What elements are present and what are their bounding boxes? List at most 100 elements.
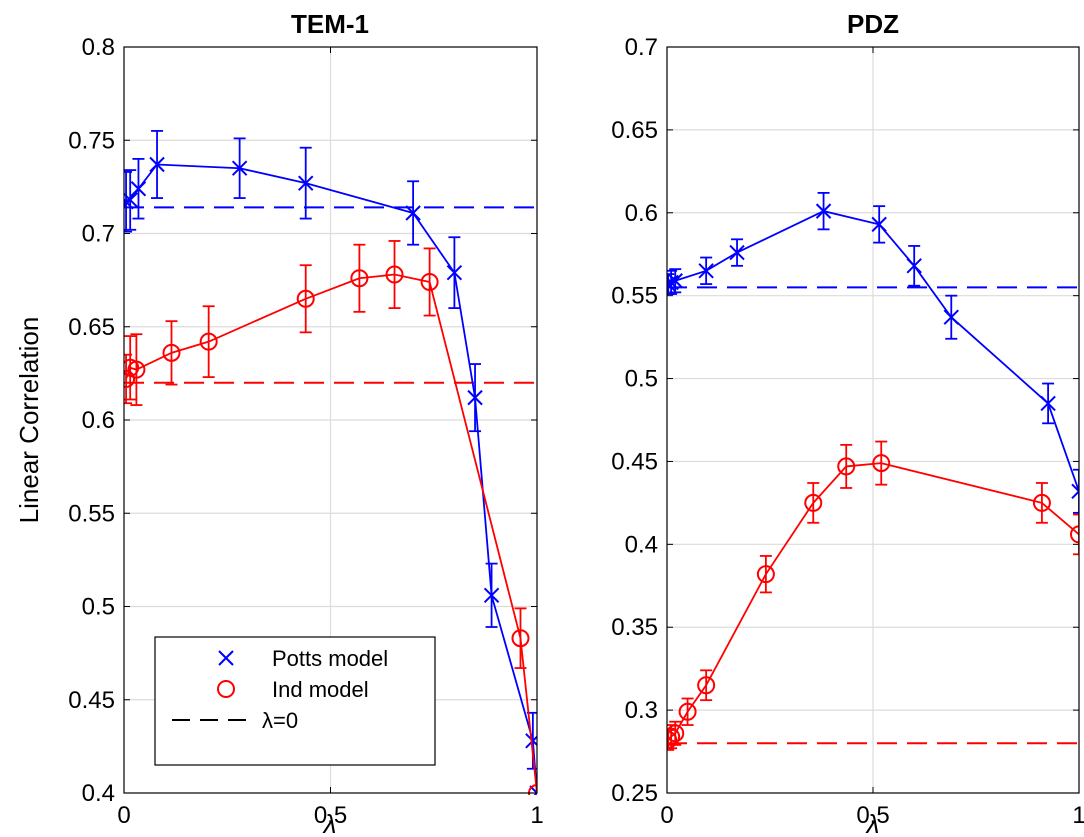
tem1-potts-point [467, 389, 483, 406]
pdz-potts-point [667, 273, 683, 289]
pdz-grid [667, 47, 1079, 793]
tem1-ind-errorbar [514, 607, 527, 669]
pdz-potts-point-stroke [906, 258, 922, 274]
tem1-potts-point-stroke [130, 181, 147, 197]
tem1-potts-point [529, 785, 537, 795]
pdz-potts-point [698, 263, 714, 279]
tem1-ind-errorbar [124, 335, 137, 401]
pdz-y-tick-label: 0.35 [611, 614, 658, 641]
legend-potts-marker [218, 650, 234, 666]
tem1-ind-point [511, 629, 530, 648]
pdz-y-tick-label: 0.3 [625, 697, 658, 724]
tem1-ind-errorbar [165, 320, 178, 386]
tem1-ind-point [124, 369, 136, 388]
pdz-y-tick-label: 0.65 [611, 117, 658, 144]
tem1-ind-point [162, 343, 181, 362]
tem1-ind-point [385, 265, 404, 284]
pdz-ind-point [1032, 493, 1051, 512]
tem1-axes-frame [123, 46, 538, 794]
tem1-ind-point [296, 289, 315, 308]
tem1-y-axis-label: Linear Correlation [14, 317, 44, 524]
tem1-potts-point [130, 181, 147, 197]
pdz-ind-point [678, 702, 697, 721]
pdz-potts-point [729, 244, 745, 261]
tem1-plot-area [124, 130, 537, 795]
tem1-ind-errorbar [202, 305, 215, 379]
tem1-y-tick-label: 0.4 [82, 780, 115, 807]
tem1-ind-point [127, 360, 146, 379]
tem1-potts-point [446, 264, 463, 281]
tem1-ind-point [199, 332, 218, 351]
pdz-x-tick-label: 1 [1072, 802, 1084, 829]
tem1-potts-point-stroke [405, 205, 421, 221]
pdz-ind-point [804, 493, 823, 512]
pdz-potts-point-stroke [729, 244, 745, 261]
tem1-potts-point-stroke [467, 389, 483, 406]
pdz-potts-point [871, 216, 887, 233]
pdz-potts-point-stroke [1071, 489, 1079, 499]
pdz-ind-point [756, 565, 775, 584]
tem1-potts-point [525, 733, 537, 749]
tem1-potts-point [124, 192, 138, 208]
pdz-potts-point [906, 258, 922, 274]
tem1-panel: TEM-1 Linear Correlation λ 0 0.5 1 0.4 0.45 0… [14, 9, 544, 837]
pdz-ind-point [872, 454, 891, 473]
pdz-ind-point [697, 676, 716, 695]
pdz-panel: PDZ λ 0 0.5 1 0.25 0.3 0.35 0.4 0.45 0.5 0.55 0.6 0… [611, 9, 1084, 837]
pdz-y-tick-label: 0.7 [625, 34, 658, 61]
pdz-potts-point [815, 203, 832, 219]
tem1-x-tick-label: 1 [530, 802, 543, 829]
pdz-ind-point [837, 457, 856, 476]
legend-ind-label: Ind model [272, 677, 369, 702]
tem1-x-axis-label: λ [322, 809, 337, 837]
pdz-ind-errorbar [700, 669, 713, 702]
tem1-y-tick-label: 0.45 [68, 687, 115, 714]
tem1-potts-point [231, 160, 248, 176]
pdz-potts-point-stroke [871, 216, 887, 233]
tem1-y-tick-label: 0.65 [68, 314, 115, 341]
pdz-ind-errorbar [681, 697, 694, 726]
pdz-y-tick-label: 0.25 [611, 780, 658, 807]
pdz-potts-point-stroke [1040, 395, 1056, 412]
tem1-x-tick-label: 0 [117, 802, 130, 829]
pdz-potts-point-stroke [667, 273, 683, 289]
tem1-y-tick-label: 0.5 [82, 594, 115, 621]
tem1-ind-errorbar [130, 333, 143, 406]
pdz-y-tick-label: 0.55 [611, 283, 658, 310]
tem1-y-tick-label: 0.6 [82, 407, 115, 434]
tem1-title: TEM-1 [291, 9, 369, 39]
pdz-potts-point [943, 309, 959, 325]
legend-ind-marker [217, 680, 235, 698]
pdz-potts-point [1071, 483, 1079, 499]
legend: Potts model Ind model λ=0 [154, 636, 436, 766]
pdz-ind-errorbar [1073, 513, 1079, 556]
pdz-ind-errorbar [1035, 482, 1048, 524]
tem1-potts-point-stroke [483, 587, 500, 604]
pdz-y-tick-label: 0.5 [625, 366, 658, 393]
pdz-plot-area [667, 191, 1079, 751]
legend-box [154, 636, 436, 766]
pdz-potts-point-stroke [815, 203, 832, 219]
pdz-potts-point [1040, 395, 1056, 412]
tem1-potts-point-stroke [231, 160, 248, 176]
tem1-ind-errorbar [388, 240, 401, 310]
pdz-x-axis-label: λ [865, 809, 880, 837]
tem1-y-tick-label: 0.75 [68, 127, 115, 154]
legend-baseline-label: λ=0 [262, 708, 298, 733]
pdz-ind-point [1070, 525, 1079, 544]
pdz-ind-series-line [667, 462, 1079, 741]
tem1-potts-point-stroke [124, 192, 138, 208]
pdz-x-tick-label: 0.5 [856, 802, 889, 829]
tem1-x-tick-label: 0.5 [314, 802, 347, 829]
tem1-potts-point-stroke [529, 785, 537, 795]
tem1-y-tick-label: 0.55 [68, 500, 115, 527]
tem1-ind-errorbar [423, 247, 436, 317]
tem1-potts-point [298, 175, 314, 191]
tem1-y-tick-label: 0.8 [82, 34, 115, 61]
pdz-axes-frame [666, 46, 1080, 794]
tem1-potts-point-stroke [149, 156, 165, 173]
tem1-potts-point [483, 587, 500, 604]
tem1-ind-errorbar [299, 264, 312, 334]
tem1-potts-point [149, 156, 165, 173]
